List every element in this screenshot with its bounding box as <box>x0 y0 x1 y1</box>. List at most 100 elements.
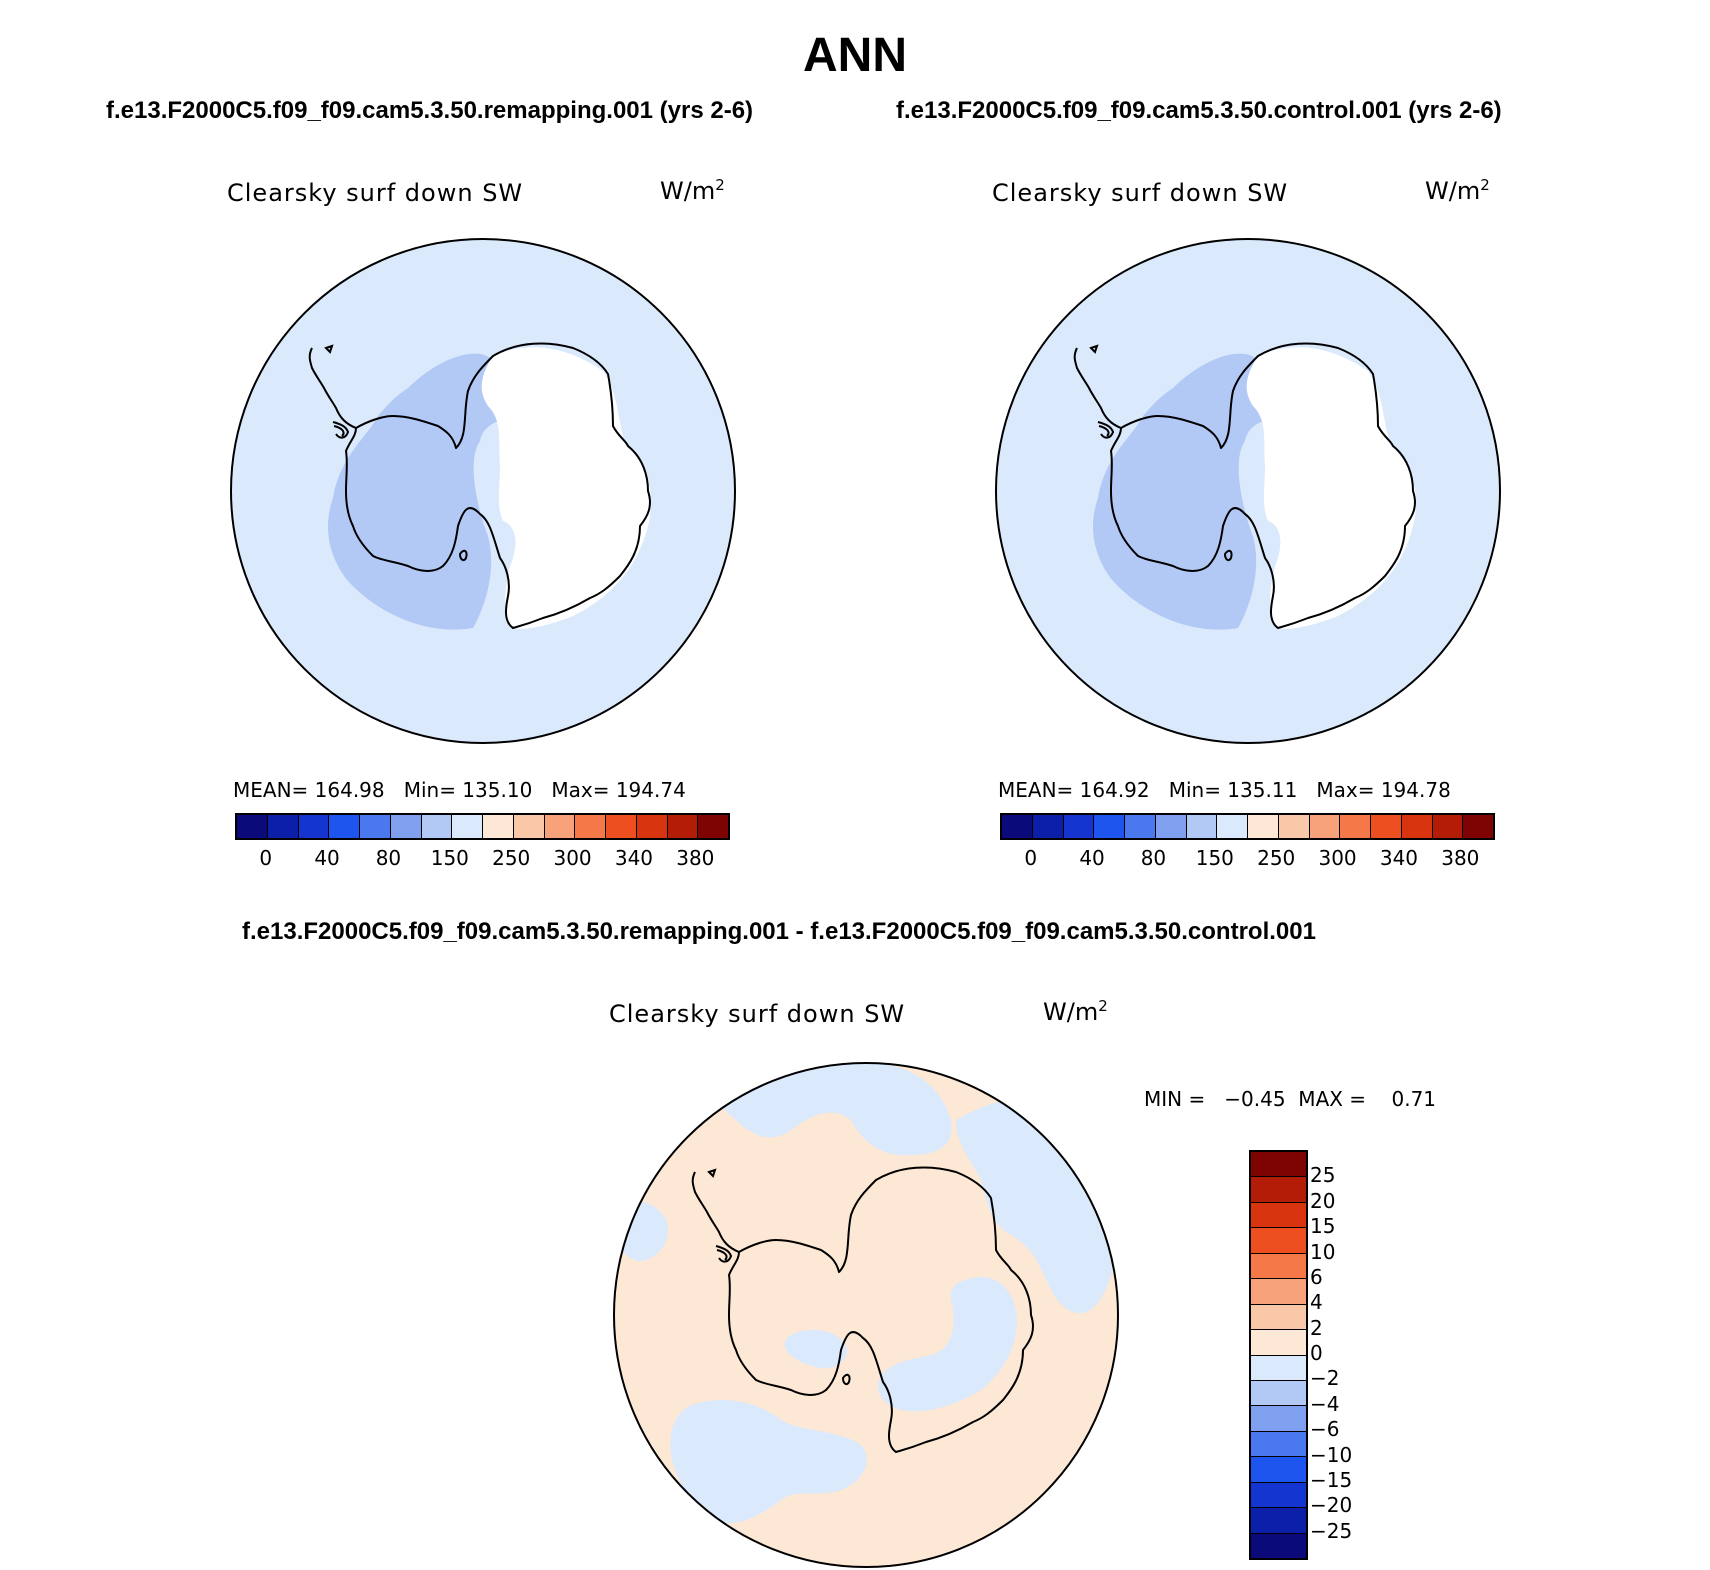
diff-stats: MIN = −0.45 MAX = 0.71 <box>1144 1087 1437 1111</box>
panel2-colorbar-swatch <box>1432 815 1464 838</box>
panel1-units-label: W/m2 <box>660 176 725 205</box>
diff-colorbar-tick-label: 0 <box>1310 1341 1323 1365</box>
diff-colorbar-tick-label: 6 <box>1310 1264 1323 1289</box>
panel1-colorbar-swatch <box>360 815 391 838</box>
diff-island-2 <box>841 1373 851 1386</box>
diff-colorbar-swatch <box>1251 1380 1306 1407</box>
diff-colorbar-tick-label: −10 <box>1310 1442 1353 1467</box>
diff-variable-label: Clearsky surf down SW <box>609 1000 906 1028</box>
panel1-colorbar-swatch <box>698 815 728 838</box>
panel2-ocean-field <box>996 239 1500 743</box>
diff-colorbar-tick-label: −25 <box>1310 1518 1353 1543</box>
panel1-case-title: f.e13.F2000C5.f09_f09.cam5.3.50.remappin… <box>106 97 754 124</box>
panel1-antarctic-map <box>230 238 736 744</box>
diff-colorbar-swatch <box>1251 1152 1306 1178</box>
panel2-colorbar-swatch <box>1186 815 1218 838</box>
diff-colorbar-tick-label: −4 <box>1310 1391 1340 1416</box>
diff-colorbar-tick-label: 25 <box>1310 1163 1336 1188</box>
diff-coastline <box>728 1166 1034 1453</box>
diff-negative-region-south <box>670 1400 867 1524</box>
panel1-colorbar <box>235 813 730 840</box>
panel1-colorbar-labels: 0 40 80 150 250 300 340 380 <box>235 846 726 872</box>
diff-colorbar-swatch <box>1251 1431 1306 1458</box>
panel1-interior-field <box>328 353 527 630</box>
panel2-colorbar-swatch <box>1094 815 1125 838</box>
diff-colorbar-swatch <box>1251 1253 1306 1280</box>
panel1-peninsula <box>308 347 357 439</box>
diff-colorbar-tick-label: 2 <box>1310 1315 1323 1340</box>
panel2-case-title: f.e13.F2000C5.f09_f09.cam5.3.50.control.… <box>896 97 1502 124</box>
diff-units-label: W/m2 <box>1043 997 1108 1026</box>
panel1-colorbar-swatch <box>329 815 360 838</box>
panel1-colorbar-swatch <box>390 815 422 838</box>
diff-negative-region-interior <box>784 1329 847 1369</box>
panel2-colorbar-swatch <box>1371 815 1402 838</box>
diff-colorbar-tick-label: 10 <box>1310 1239 1336 1264</box>
diff-colorbar-tick-label: −6 <box>1310 1417 1340 1442</box>
panel1-colorbar-swatch <box>575 815 606 838</box>
panel2-colorbar-swatch <box>1309 815 1341 838</box>
panel2-island-2 <box>1223 549 1233 562</box>
diff-colorbar-tick-label: 20 <box>1310 1188 1336 1213</box>
panel2-colorbar-swatch <box>1278 815 1310 838</box>
panel2-colorbar-swatch <box>1125 815 1156 838</box>
panel2-colorbar-tick-label: 40 <box>1079 846 1105 870</box>
panel2-colorbar-swatch <box>1248 815 1279 838</box>
panel1-variable-label: Clearsky surf down SW <box>227 179 524 207</box>
panel2-map-border <box>995 238 1501 744</box>
diff-colorbar-swatch <box>1251 1177 1306 1203</box>
panel1-colorbar-swatch <box>513 815 545 838</box>
panel2-colorbar-swatch <box>1401 815 1433 838</box>
panel1-colorbar-tick-label: 340 <box>614 846 654 870</box>
panel2-colorbar-labels: 0 40 80 150 250 300 340 380 <box>1000 846 1491 872</box>
panel1-colorbar-swatch <box>237 815 268 838</box>
diff-negative-region-north <box>719 1063 952 1156</box>
panel1-coastline <box>345 342 651 629</box>
diff-colorbar-swatch <box>1251 1355 1306 1381</box>
panel1-colorbar-swatch <box>421 815 453 838</box>
panel1-colorbar-tick-label: 300 <box>553 846 592 870</box>
panel2-island-1 <box>1089 344 1099 354</box>
panel2-colorbar-swatch <box>1340 815 1371 838</box>
panel2-coastline <box>1110 342 1416 629</box>
figure-title: ANN <box>803 29 907 82</box>
panel1-colorbar-tick-label: 40 <box>314 846 340 870</box>
panel2-colorbar <box>1000 813 1495 840</box>
diff-colorbar-tick-label: −20 <box>1310 1493 1353 1518</box>
panel2-colorbar-swatch <box>1155 815 1187 838</box>
diff-island-1 <box>707 1168 717 1178</box>
diff-colorbar-swatch <box>1251 1457 1306 1483</box>
panel2-colorbar-tick-label: 380 <box>1441 846 1480 870</box>
panel1-colorbar-swatch <box>544 815 576 838</box>
panel2-colorbar-tick-label: 250 <box>1257 846 1296 870</box>
diff-colorbar-swatch <box>1251 1406 1306 1432</box>
diff-colorbar-swatch <box>1251 1508 1306 1534</box>
diff-colorbar-labels: 25 20 15 10 6 4 2 0 −2 −4 −6 −10 −15 −20 −25 <box>1310 1150 1390 1556</box>
panel1-colorbar-swatch <box>606 815 637 838</box>
diff-case-title: f.e13.F2000C5.f09_f09.cam5.3.50.remappin… <box>242 918 1316 945</box>
panel2-colorbar-tick-label: 300 <box>1318 846 1357 870</box>
diff-colorbar-tick-label: 15 <box>1310 1214 1336 1239</box>
panel2-stats: MEAN= 164.92 Min= 135.11 Max= 194.78 <box>998 778 1451 802</box>
diff-colorbar-swatch <box>1251 1533 1306 1558</box>
diff-colorbar-swatch <box>1251 1330 1306 1356</box>
panel1-colorbar-tick-label: 80 <box>375 846 402 870</box>
diff-colorbar-swatch <box>1251 1228 1306 1254</box>
panel1-colorbar-swatch <box>267 815 299 838</box>
panel1-east-antarctica <box>481 347 652 629</box>
diff-colorbar-tick-label: −15 <box>1310 1467 1353 1492</box>
panel1-colorbar-swatch <box>667 815 699 838</box>
panel1-colorbar-swatch <box>452 815 483 838</box>
panel1-colorbar-tick-label: 150 <box>430 846 469 870</box>
panel2-east-antarctica <box>1246 347 1417 629</box>
diff-colorbar-swatch <box>1251 1304 1306 1331</box>
panel1-colorbar-swatch <box>483 815 514 838</box>
panel2-units-label: W/m2 <box>1425 176 1490 205</box>
panel2-peninsula <box>1073 347 1122 439</box>
panel1-colorbar-swatch <box>636 815 668 838</box>
diff-colorbar-swatch <box>1251 1279 1306 1305</box>
panel1-ocean-field <box>231 239 735 743</box>
diff-negative-region-southeast <box>877 1276 1017 1412</box>
diff-colorbar <box>1249 1150 1308 1560</box>
panel1-island-1 <box>324 344 334 354</box>
